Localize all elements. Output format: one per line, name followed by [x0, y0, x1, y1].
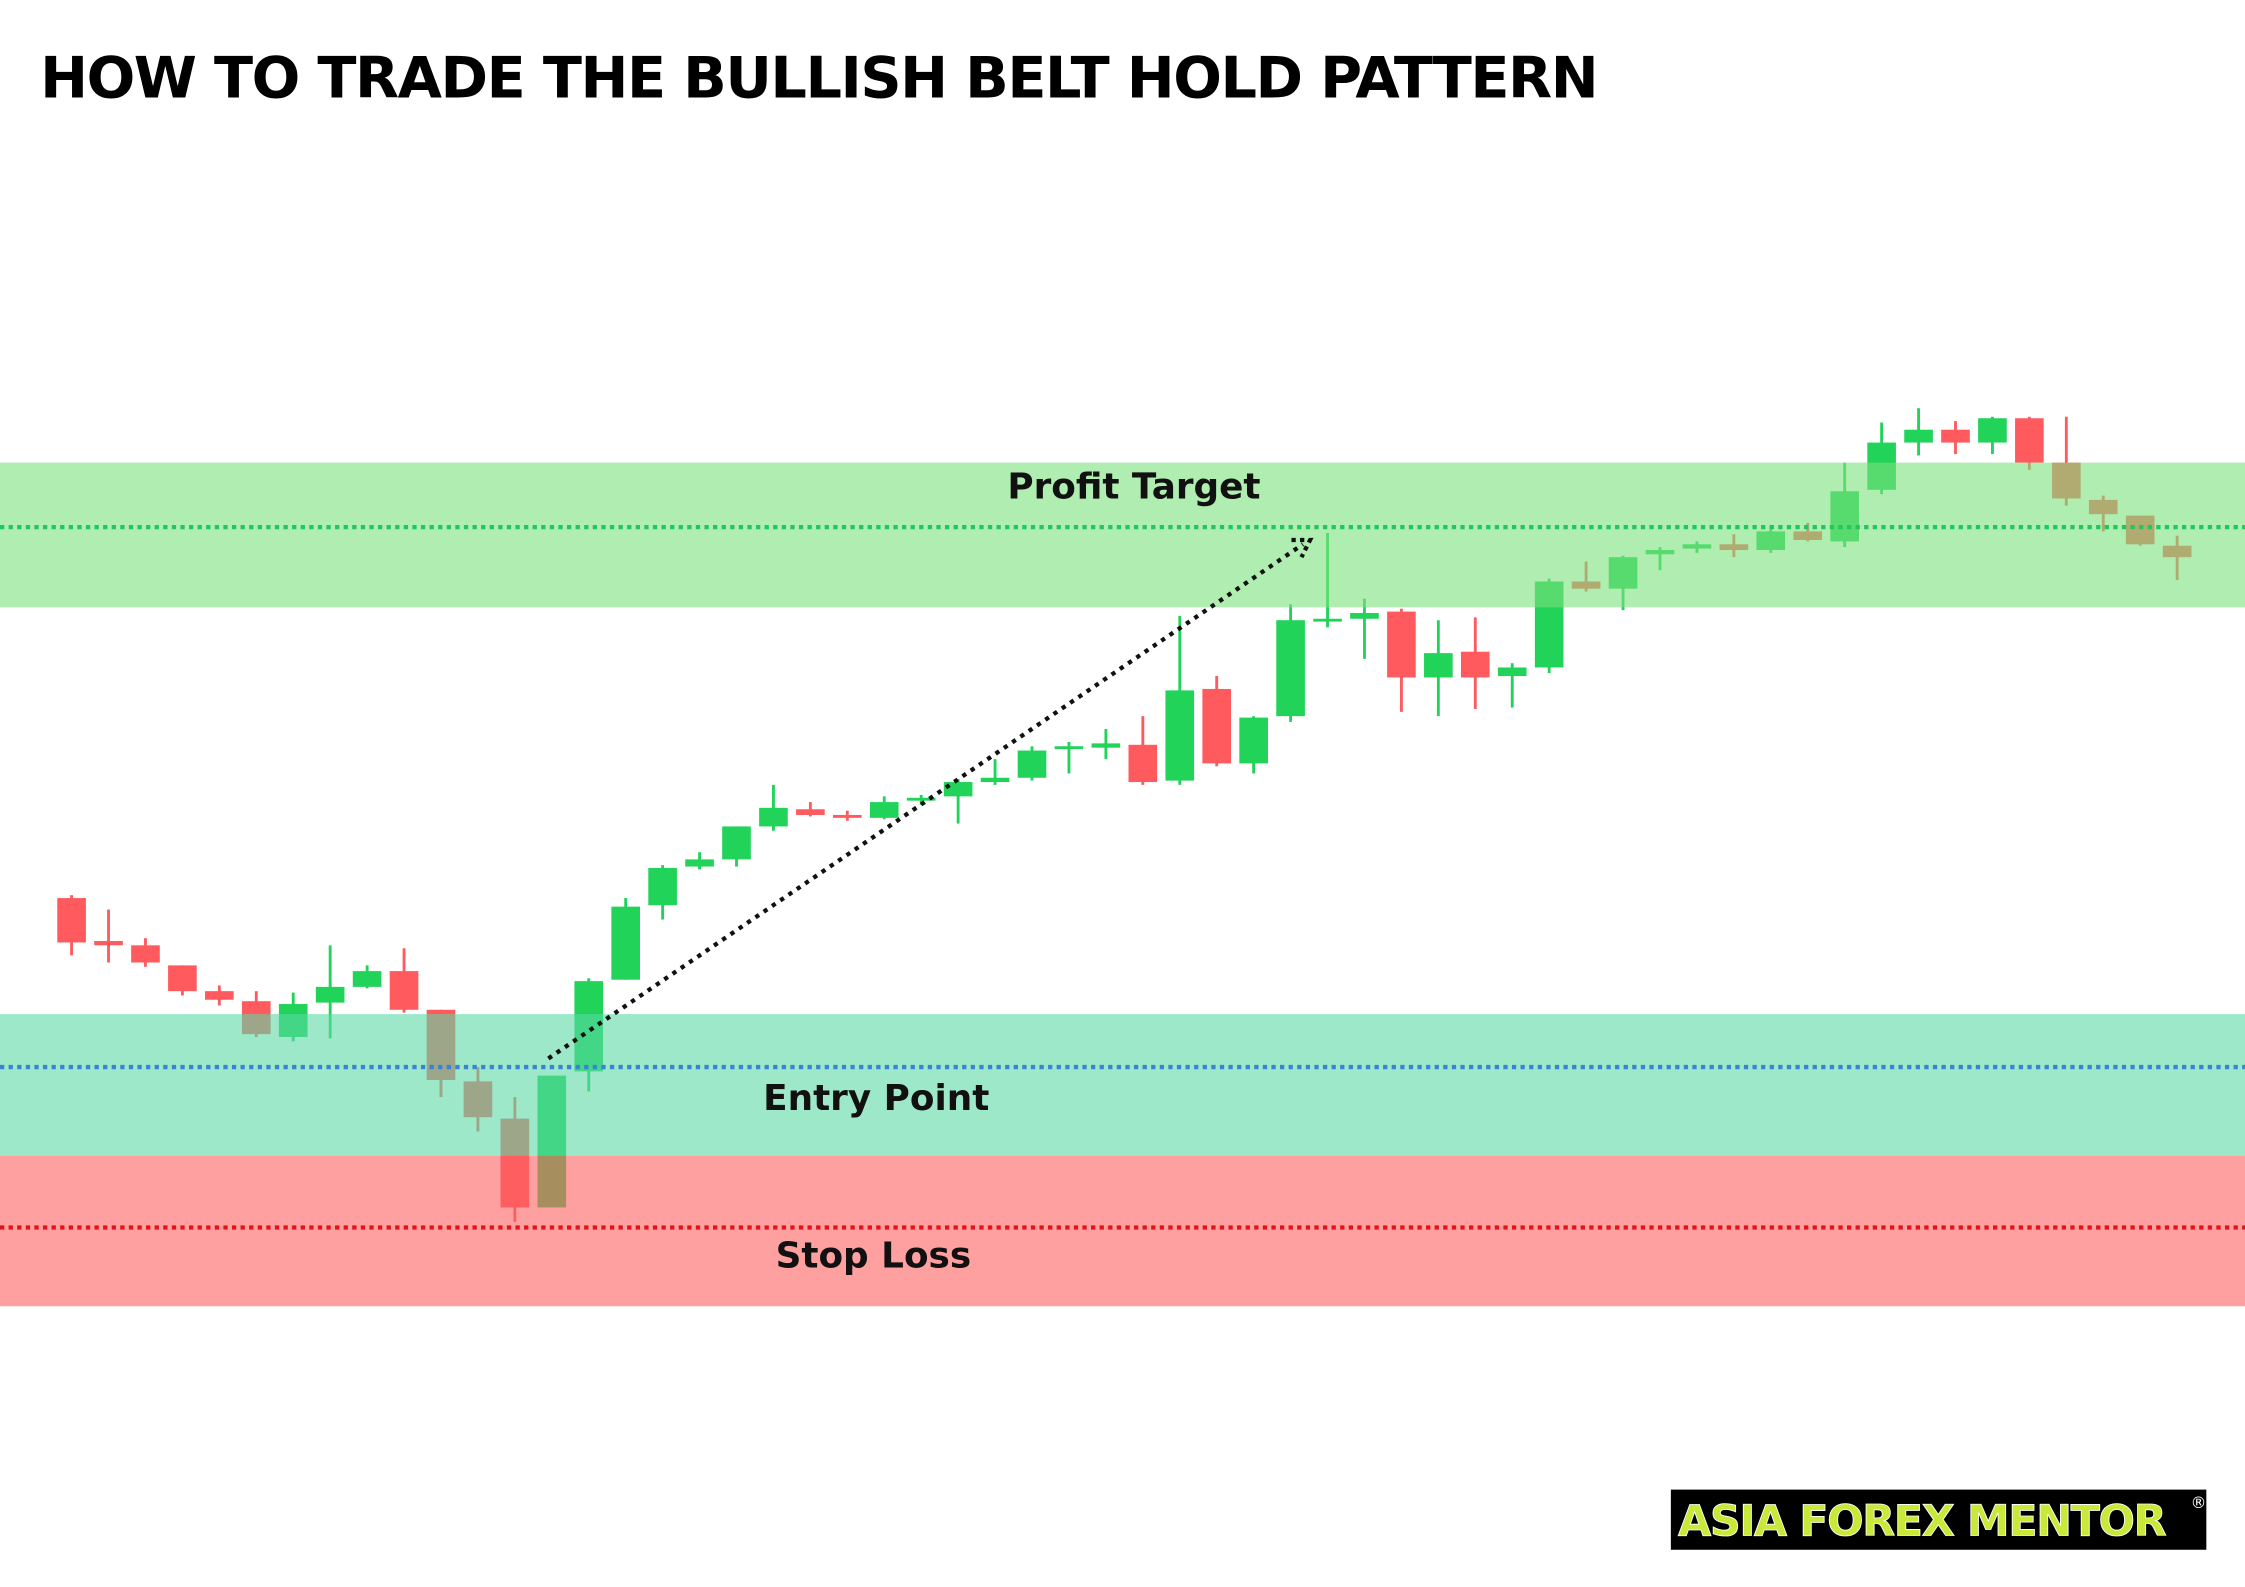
candle-body	[685, 859, 714, 867]
candle-body	[131, 945, 160, 963]
zone	[0, 1014, 2245, 1156]
candle-body	[1239, 717, 1268, 764]
trend-arrow	[547, 537, 1314, 1061]
candle-body	[1941, 429, 1970, 443]
candle-body	[722, 826, 751, 860]
candle-body	[796, 809, 825, 815]
logo-mark: ®	[2191, 1493, 2207, 1512]
logo: ASIA FOREX MENTOR ®	[1670, 1489, 2207, 1550]
zone	[0, 1155, 2245, 1307]
candle-body	[1313, 618, 1342, 622]
candle-body	[315, 986, 345, 1003]
candle-body	[611, 906, 640, 980]
candle-body	[759, 807, 788, 827]
candle-body	[1497, 667, 1527, 677]
candle-body	[648, 867, 677, 906]
zone-label: Profit Target	[1007, 466, 1260, 507]
candle-body	[1165, 690, 1195, 781]
candle-body	[168, 965, 197, 992]
candle-body	[1017, 750, 1047, 778]
candle-body	[1091, 743, 1121, 748]
candle-body	[869, 802, 899, 818]
candle-body	[1424, 653, 1453, 678]
candle-body	[1978, 418, 2007, 443]
candle-body	[980, 777, 1010, 783]
arrow-head	[1291, 537, 1314, 559]
candle-body	[943, 782, 973, 797]
candle-body	[1276, 620, 1305, 717]
arrow-line	[547, 542, 1305, 1061]
candle-body	[1128, 744, 1158, 783]
candle-body	[1904, 429, 1933, 443]
candle-body	[1054, 746, 1084, 750]
logo-box	[1670, 1489, 2207, 1550]
candle-body	[1387, 611, 1416, 678]
candle-body	[94, 941, 123, 946]
candle-body	[57, 898, 86, 943]
candle-body	[2015, 418, 2044, 463]
candle-body	[205, 991, 234, 1000]
zones: Profit Target Entry Point Stop Loss	[0, 462, 2245, 1307]
candle-body	[389, 971, 419, 1010]
candle-body	[1350, 613, 1379, 619]
candle-body	[352, 971, 382, 987]
zone-label: Entry Point	[763, 1078, 989, 1119]
chart-title: HOW TO TRADE THE BULLISH BELT HOLD PATTE…	[40, 44, 1597, 111]
candle-body	[832, 814, 862, 818]
zone	[0, 462, 2245, 608]
logo-text: ASIA FOREX MENTOR	[1678, 1496, 2167, 1546]
candle-body	[906, 797, 936, 801]
candle-body	[1202, 688, 1232, 764]
candle-body	[1460, 651, 1490, 678]
zone-label: Stop Loss	[776, 1236, 972, 1277]
